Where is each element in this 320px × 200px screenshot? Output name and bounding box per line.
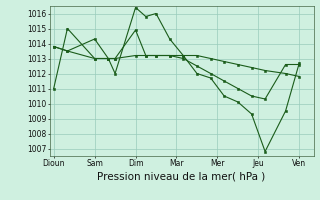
X-axis label: Pression niveau de la mer( hPa ): Pression niveau de la mer( hPa ) bbox=[98, 171, 266, 181]
